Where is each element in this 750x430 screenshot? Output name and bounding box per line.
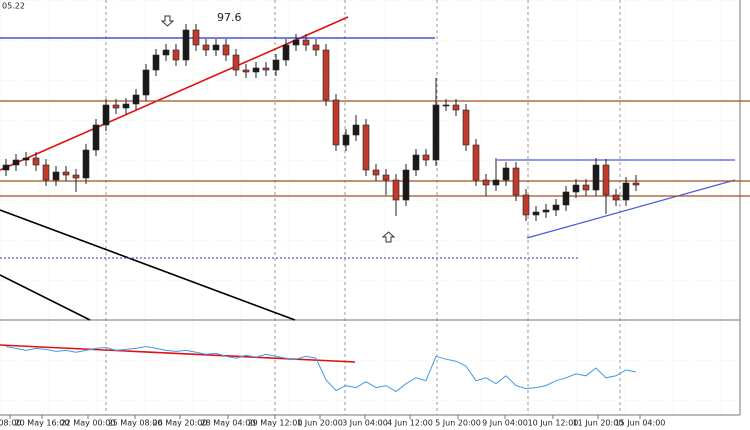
candle-body	[392, 179, 400, 201]
x-tick-label: 29 May 12:00	[248, 419, 303, 428]
x-tick-label: 20 May 16:00	[15, 419, 70, 428]
candle-body	[422, 154, 430, 161]
candle-body	[142, 69, 150, 96]
candle-body	[192, 29, 200, 46]
candle-body	[42, 164, 50, 181]
x-tick-label: 10 Jun 12:00	[528, 419, 579, 428]
candle-body	[272, 59, 280, 71]
candle-body	[292, 39, 300, 46]
channel-line	[0, 209, 296, 321]
candle-body	[572, 184, 580, 193]
candle-body	[352, 124, 360, 136]
channel-line	[0, 274, 91, 321]
indicator-line	[5, 345, 637, 393]
candle-body	[232, 54, 240, 71]
candle-body	[262, 67, 270, 71]
candle-body	[602, 164, 610, 196]
candle-body	[412, 154, 420, 171]
candle-body	[382, 174, 390, 181]
triangle-line	[526, 179, 736, 239]
candle-body	[542, 209, 550, 213]
candle-body	[522, 194, 530, 216]
candle-body	[242, 69, 250, 73]
candle-body	[502, 167, 510, 181]
candle-body	[482, 179, 490, 186]
candle-body	[432, 104, 440, 161]
candle-body	[202, 44, 210, 51]
candle-body	[632, 182, 640, 186]
price-label: 05.22	[2, 2, 25, 11]
candle-body	[362, 124, 370, 171]
x-tick-label: 08:00	[0, 419, 22, 428]
candle-body	[472, 144, 480, 181]
candle-body	[52, 171, 60, 181]
candle-body	[132, 94, 140, 105]
x-tick-label: 1 Jun 20:00	[297, 419, 343, 428]
candle-body	[252, 67, 260, 73]
candle-body	[212, 44, 220, 51]
candle-body	[512, 167, 520, 196]
candle-body	[492, 179, 500, 186]
x-tick-label: 28 May 04:00	[201, 419, 256, 428]
candle-body	[62, 171, 70, 176]
x-tick-label: 25 May 08:00	[108, 419, 163, 428]
candle-body	[282, 44, 290, 61]
x-tick-label: 4 Jun 12:00	[387, 419, 433, 428]
trendline	[0, 16, 349, 171]
x-tick-label: 11 Jun 20:00	[573, 419, 624, 428]
x-tick-label: 26 May 20:00	[153, 419, 208, 428]
candle-body	[312, 44, 320, 51]
candle-body	[592, 164, 600, 191]
up-arrow	[381, 231, 396, 243]
candle-body	[582, 184, 590, 191]
candle-body	[112, 104, 120, 109]
candle-body	[612, 194, 620, 201]
candle-body	[12, 159, 20, 166]
background-grid	[0, 0, 740, 415]
candle-body	[452, 104, 460, 111]
candle-body	[22, 157, 30, 161]
candle-body	[342, 134, 350, 146]
candle-body	[82, 149, 90, 179]
x-tick-label: 5 Jun 20:00	[435, 419, 481, 428]
candle-body	[302, 39, 310, 46]
candle-body	[152, 54, 160, 71]
candle-body	[562, 191, 570, 206]
candle-body	[622, 182, 630, 201]
candle-body	[552, 204, 560, 211]
annotation: 97.6	[217, 11, 242, 24]
candle-body	[442, 104, 450, 107]
candle-body	[322, 49, 330, 101]
x-tick-label: 22 May 00:00	[61, 419, 116, 428]
down-arrow	[160, 15, 175, 27]
candle-body	[332, 99, 340, 146]
candle-body	[92, 124, 100, 151]
candle-body	[402, 169, 410, 201]
candle-body	[32, 157, 40, 166]
candle-body	[222, 44, 230, 56]
candle-body	[122, 103, 130, 109]
x-tick-label: 3 Jun 04:00	[342, 419, 388, 428]
candle-body	[102, 104, 110, 126]
candle-body	[182, 29, 190, 61]
candle-body	[462, 109, 470, 146]
candle-body	[162, 49, 170, 56]
candle-body	[532, 211, 540, 216]
candle-body	[72, 174, 80, 179]
x-tick-label: 9 Jun 04:00	[482, 419, 528, 428]
x-tick-label: 15 Jun 04:00	[615, 419, 666, 428]
candle-body	[372, 169, 380, 176]
candle-body	[172, 49, 180, 61]
candle-body	[2, 164, 10, 171]
